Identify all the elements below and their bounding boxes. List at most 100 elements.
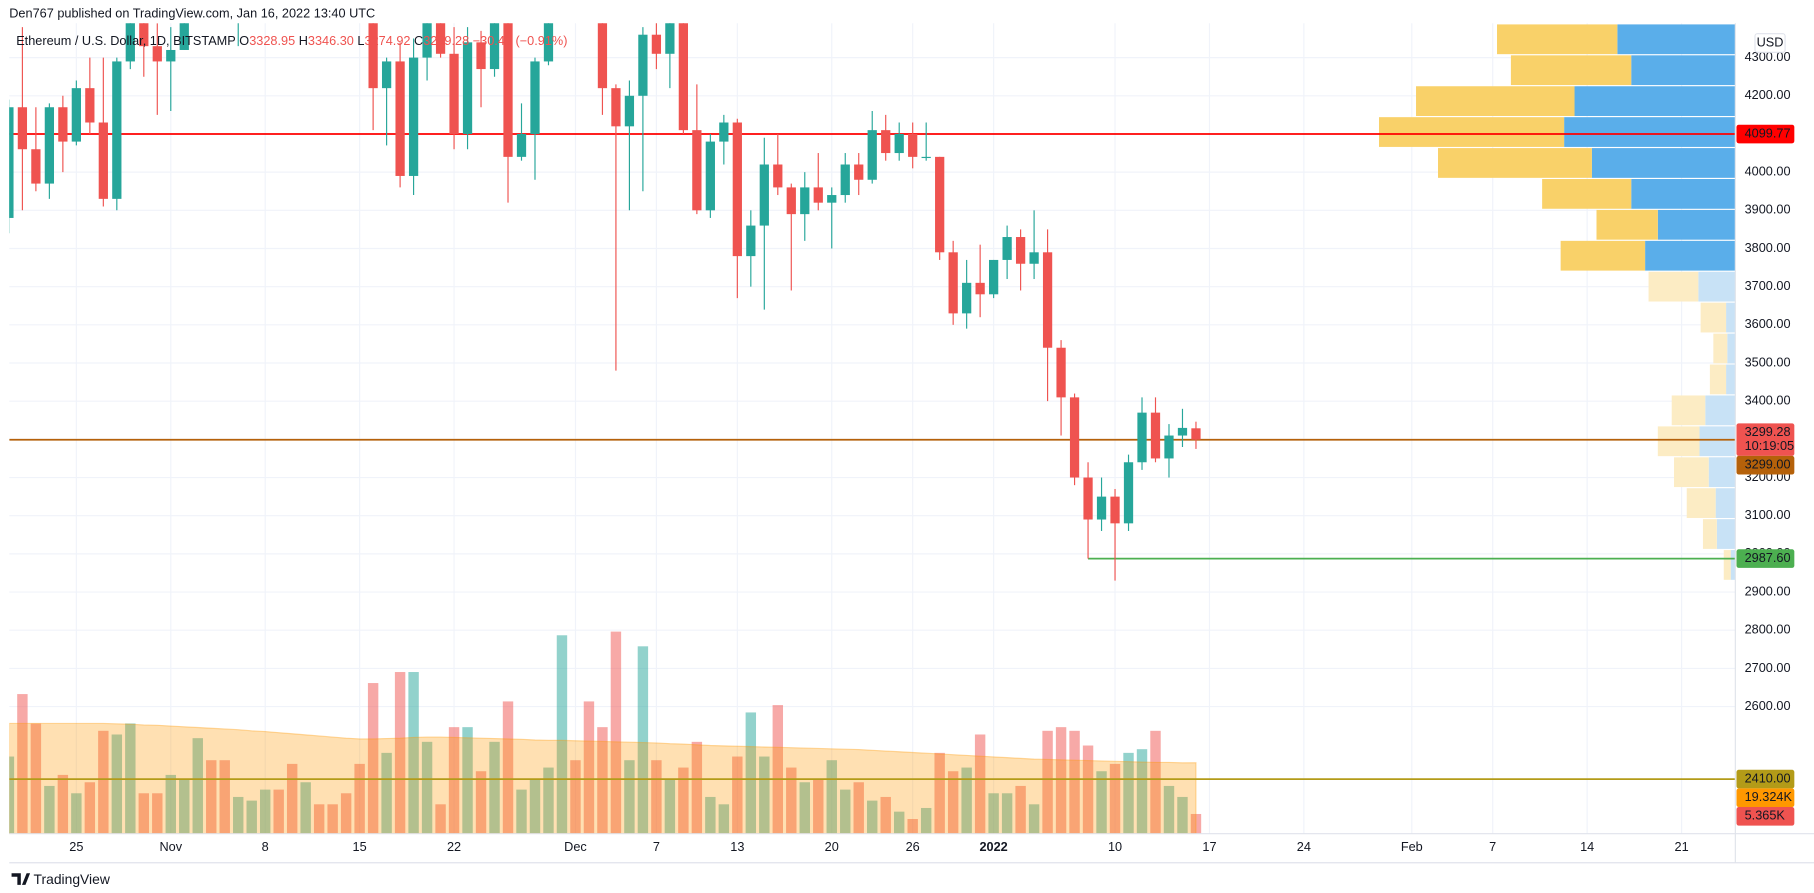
y-tick-label: 3600.00 [1745,316,1791,331]
volume-bar [570,760,581,834]
ohlc-key: C [414,33,423,48]
volume-bar [880,796,891,834]
volume-bar [381,752,392,834]
volume-bar [340,793,352,834]
volume-bar [597,727,608,834]
level-label-box [1736,455,1795,475]
candle-body [435,23,446,54]
volume-bar [502,701,514,834]
volume-bar [678,767,689,834]
volume-bar [273,789,284,834]
candle-body [1096,496,1107,520]
x-tick-label: 13 [730,839,744,854]
candle-body [786,187,796,215]
volume-bar [259,789,271,834]
x-tick-label: 24 [1297,839,1311,854]
candle-body [1191,428,1201,440]
profile-down [1702,519,1717,549]
currency: USD [1757,34,1784,49]
volume-bar [934,752,945,834]
y-tick-label: 2600.00 [1745,698,1791,713]
y-tick-label: 2800.00 [1745,622,1791,637]
profile-up [1716,519,1736,549]
candle-body [530,61,540,134]
profile-down [1416,86,1575,117]
profile-up [1699,426,1736,457]
volume-bar [57,774,69,834]
candle-body [935,156,945,253]
volume-bar [1096,771,1107,834]
volume-bar [84,782,96,834]
candle-body [908,133,918,157]
candle-body [840,164,850,196]
candle-body [854,164,864,180]
volume-bar [435,804,446,834]
candle-body [71,88,81,142]
candle-body [476,42,486,70]
candle-body [989,259,999,295]
volume-bar [867,800,878,834]
ohlc-key: L [357,33,364,48]
candle-body [408,57,419,176]
candle-body [449,53,459,134]
y-tick-label: 2900.00 [1745,583,1791,598]
volume-bar [732,756,743,834]
volume-bar [1123,752,1134,834]
volume-bar [421,741,433,834]
profile-up [1574,86,1736,117]
level-label: 2410.00 [1745,770,1791,785]
volume-bar [745,712,757,834]
candle-body [166,49,176,62]
y-tick-label: 4000.00 [1745,163,1791,178]
symbol-legend: Ethereum / U.S. Dollar, 1D, BITSTAMP O33… [16,33,567,48]
candle-body [381,61,392,89]
volume-bar [462,727,473,834]
level-label-box [1736,124,1795,144]
profile-down [1709,364,1727,395]
x-tick-label: Feb [1401,839,1423,854]
profile-up [1631,55,1736,86]
candle-body [651,34,662,54]
volume-bar [489,741,500,834]
candle-body [112,61,122,199]
volume-bar [583,701,595,834]
candle-body [665,23,675,54]
candle-body [597,23,608,89]
volume-bar [1055,727,1067,834]
candle-body [85,88,95,123]
candle-body [489,23,500,70]
last-price: 3299.28 [1745,424,1791,439]
volume-bar [286,763,298,834]
volume-bar [448,727,460,834]
volume-bar [111,734,123,834]
volume-bar [759,756,770,834]
volume-bar [610,631,622,834]
y-tick-label: 3900.00 [1745,202,1791,217]
candle-body [746,225,756,257]
x-tick-label: Nov [159,839,182,854]
candle-body [638,34,648,96]
ohlc-value: 3299.28 [423,33,469,48]
volume-bar [408,672,419,834]
candle-body [9,107,14,218]
volume-bar [246,800,257,834]
candle-body [705,141,715,211]
publish-header: Den767 published on TradingView.com, Jan… [9,5,375,20]
volume-bar [192,738,203,834]
ohlc-value: 3346.30 [308,33,354,48]
candle-body [692,130,702,211]
volume-ma-label-box [1736,788,1795,808]
volume-bar [691,741,703,834]
level-label-box [1736,549,1795,568]
level-label-box [1736,769,1795,789]
logo-icon [11,873,31,885]
profile-up [1730,550,1736,580]
candle-body [732,122,742,257]
volume-label: 5.365K [1745,808,1786,823]
profile-down [1657,426,1700,457]
last-price: 10:19:05 [1745,438,1795,453]
profile-up [1715,488,1736,518]
volume-bar [233,796,244,834]
candle-body [921,156,931,159]
profile-up [1726,364,1736,395]
